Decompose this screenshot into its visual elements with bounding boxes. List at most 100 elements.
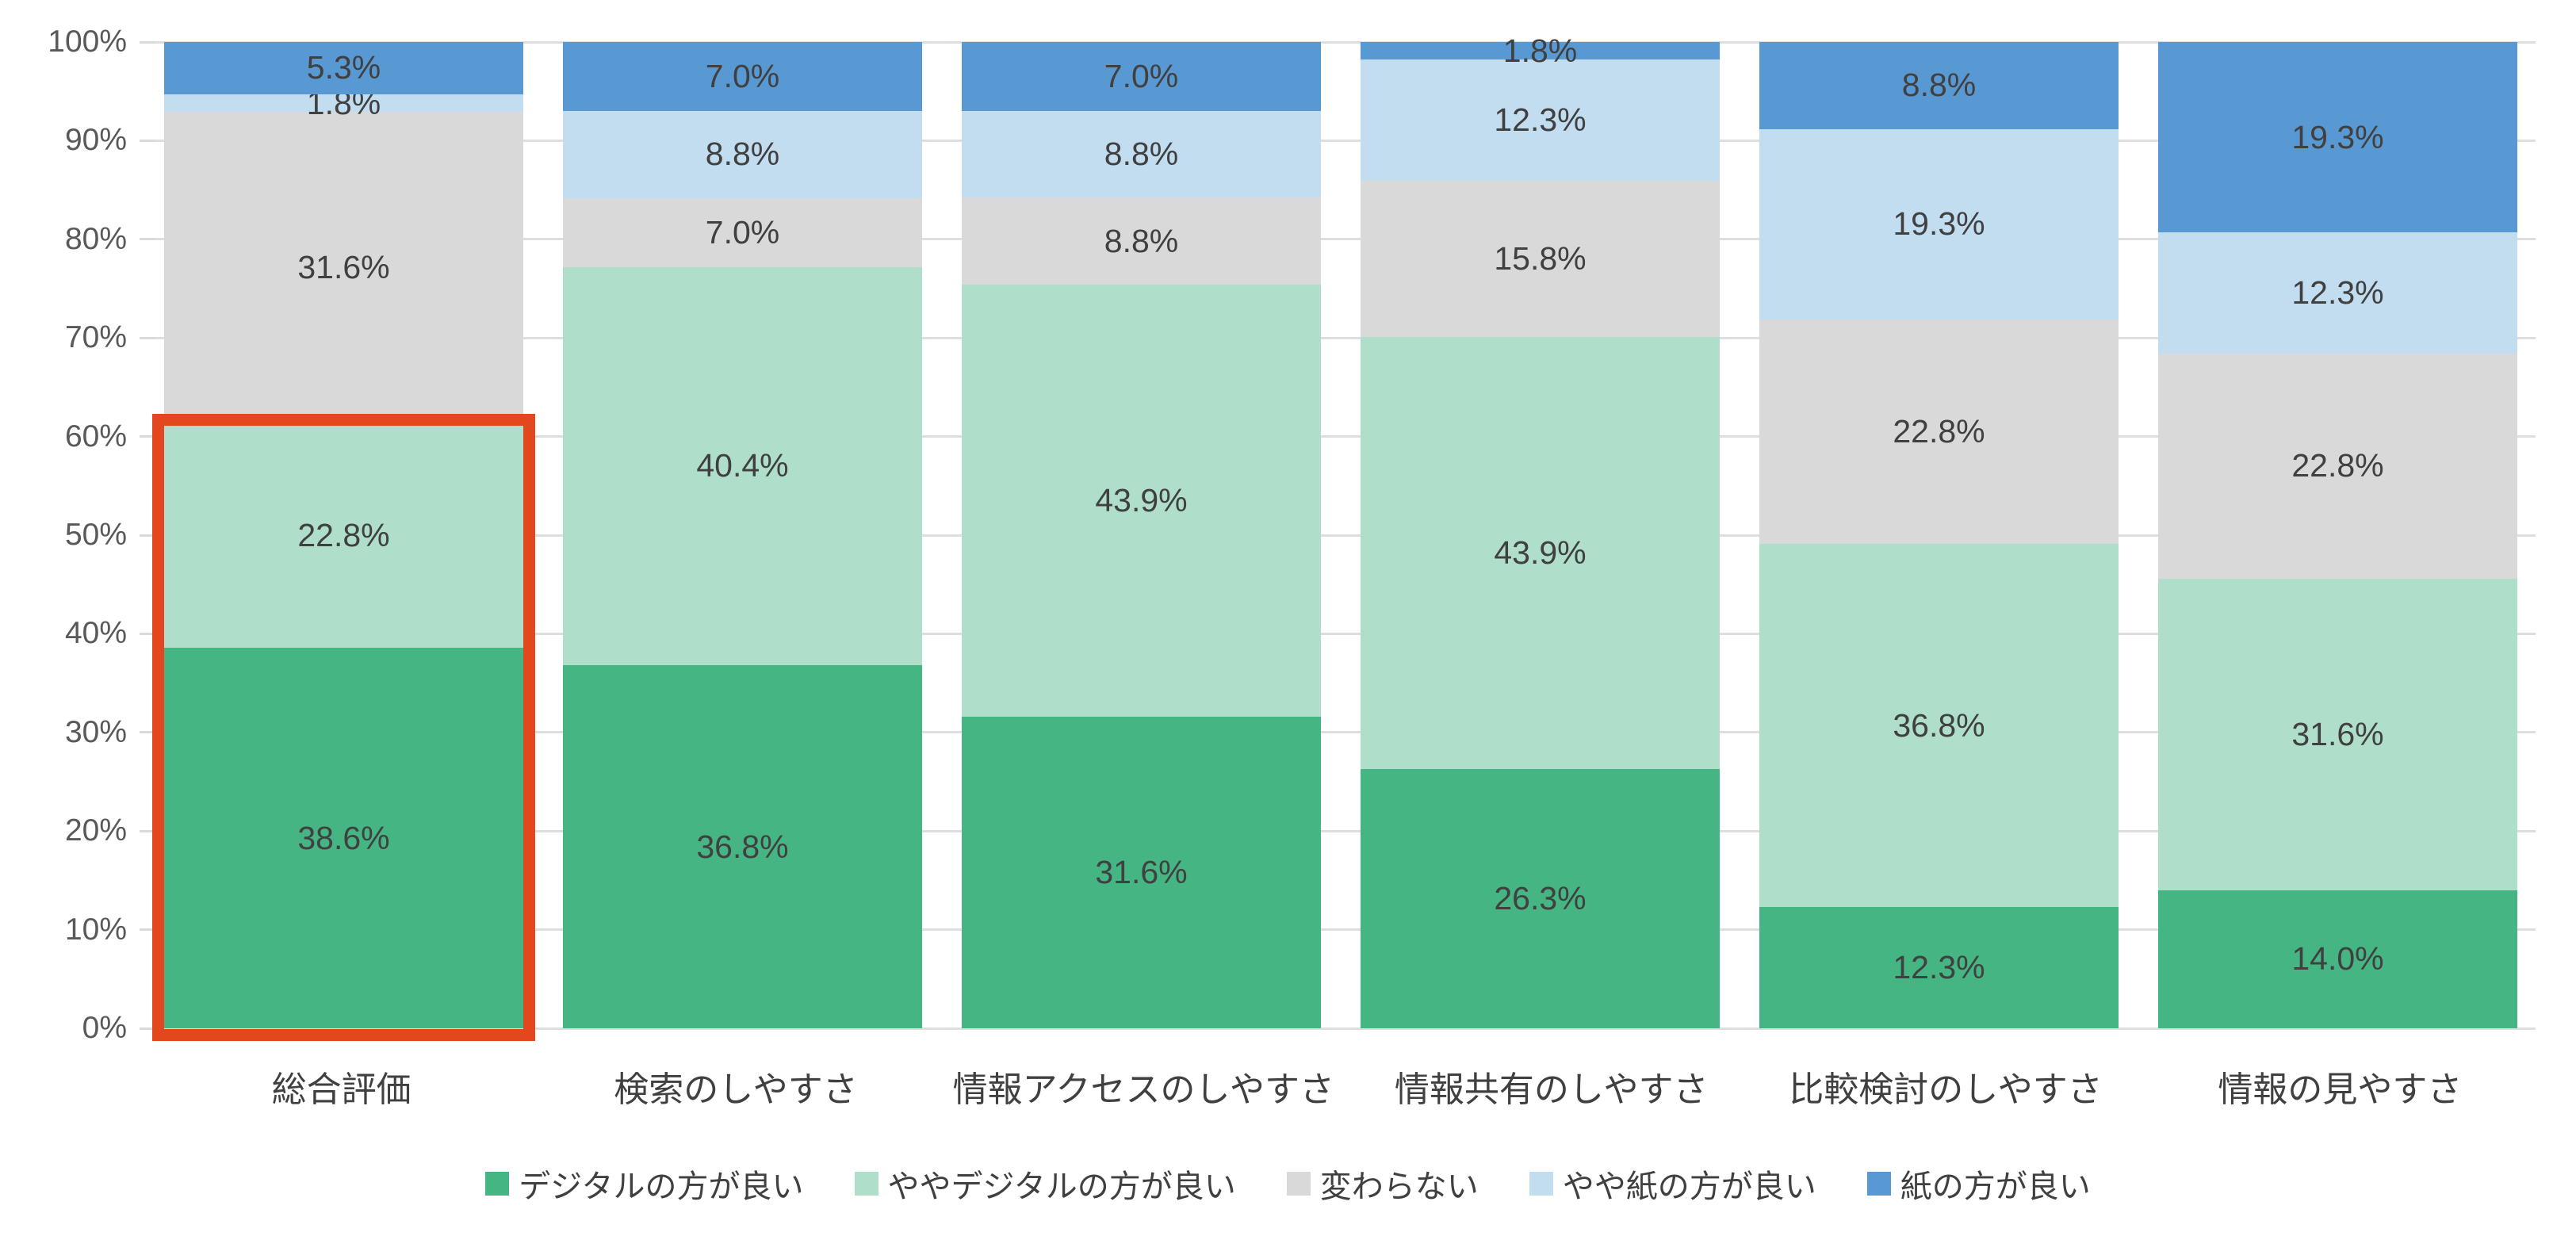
- bar-segment: 8.8%: [962, 197, 1321, 285]
- y-tick-mark: [140, 1027, 155, 1030]
- data-label: 5.3%: [306, 49, 381, 86]
- y-tick-mark: [140, 534, 155, 537]
- data-label: 8.8%: [1104, 222, 1179, 259]
- gridline: [155, 139, 2536, 142]
- gridline: [155, 534, 2536, 537]
- y-axis: 0% 10% 20% 30% 40% 50% 60% 70% 80% 90% 100%: [0, 25, 127, 1045]
- bar-segment: 12.3%: [1759, 907, 2119, 1028]
- data-label: 43.9%: [1095, 482, 1188, 519]
- gridline: [155, 928, 2536, 932]
- data-label: 38.6%: [297, 819, 390, 856]
- bar-segment: 26.3%: [1361, 769, 1720, 1028]
- legend-swatch-icon: [1529, 1172, 1553, 1196]
- y-tick-label: 60%: [64, 419, 127, 453]
- data-label: 31.6%: [297, 249, 390, 286]
- legend: デジタルの方が良い ややデジタルの方が良い 変わらない やや紙の方が良い 紙の方が良い: [0, 1156, 2576, 1211]
- bar-5: 12.3% 36.8% 22.8% 19.3% 8.8%: [1759, 42, 2119, 1028]
- data-label: 8.8%: [1104, 136, 1179, 173]
- legend-swatch-icon: [854, 1172, 878, 1196]
- bar-stack: 31.6% 43.9% 8.8% 8.8% 7.0%: [962, 42, 1321, 1028]
- category-label: 検索のしやすさ: [614, 1070, 858, 1109]
- y-tick-mark: [140, 928, 155, 932]
- legend-label: 紙の方が良い: [1900, 1169, 2091, 1204]
- category-label: 情報の見やすさ: [2218, 1070, 2463, 1109]
- data-label: 7.0%: [705, 58, 780, 95]
- y-tick-label: 10%: [64, 912, 127, 947]
- bar-segment: 12.3%: [1361, 59, 1720, 182]
- gridline: [155, 238, 2536, 241]
- bar-segment: 22.8%: [1759, 319, 2119, 545]
- data-label: 7.0%: [1104, 58, 1179, 95]
- y-tick-label: 70%: [64, 320, 127, 355]
- data-label: 22.8%: [1893, 412, 1985, 450]
- gridline: [155, 731, 2536, 734]
- legend-label: やや紙の方が良い: [1562, 1169, 1816, 1204]
- data-label: 19.3%: [2291, 118, 2384, 155]
- bar-segment: 8.8%: [962, 111, 1321, 198]
- bar-segment: 43.9%: [1361, 336, 1720, 770]
- bar-segment: 14.0%: [2158, 890, 2517, 1028]
- data-label: 22.8%: [297, 517, 390, 554]
- data-label: 43.9%: [1494, 534, 1587, 571]
- bar-segment: 36.8%: [1759, 544, 2119, 907]
- gridline: [155, 829, 2536, 832]
- gridline: [155, 1027, 2536, 1030]
- gridline: [155, 435, 2536, 438]
- category-label: 情報共有のしやすさ: [1394, 1070, 1709, 1109]
- bar-4: 26.3% 43.9% 15.8% 12.3% 1.8%: [1361, 34, 1720, 1028]
- data-label: 14.0%: [2291, 940, 2384, 978]
- y-axis-ticks: [140, 40, 155, 1030]
- category-axis: 総合評価 検索のしやすさ 情報アクセスのしやすさ 情報共有のしやすさ 比較検討のしやすさ…: [155, 1062, 2536, 1118]
- y-tick-mark: [140, 829, 155, 832]
- legend-item: 紙の方が良い: [1866, 1161, 2091, 1207]
- data-label: 8.8%: [1901, 67, 1977, 104]
- data-label: 36.8%: [696, 828, 789, 865]
- category-label: 情報アクセスのしやすさ: [952, 1070, 1335, 1109]
- bar-2: 36.8% 40.4% 7.0% 8.8% 7.0%: [563, 42, 922, 1028]
- data-label: 12.3%: [2291, 274, 2384, 312]
- bar-segment: 1.8%: [1361, 34, 1720, 67]
- bar-segment: 43.9%: [962, 284, 1321, 717]
- y-tick-mark: [140, 632, 155, 635]
- legend-label: 変わらない: [1319, 1169, 1479, 1204]
- y-tick-label: 20%: [64, 813, 127, 848]
- bar-segment: 40.4%: [563, 266, 922, 666]
- bar-segment: 8.8%: [1759, 42, 2119, 129]
- bar-6: 14.0% 31.6% 22.8% 12.3% 19.3%: [2158, 42, 2517, 1028]
- bar-segment: 15.8%: [1361, 181, 1720, 337]
- bars-row: 38.6% 22.8% 31.6% 1.8% 5.3% 36.8% 40.4% 7.0% 8.8…: [152, 34, 2536, 1041]
- y-tick-label: 0%: [82, 1011, 127, 1045]
- bar-3: 31.6% 43.9% 8.8% 8.8% 7.0%: [962, 42, 1321, 1028]
- bar-segment: 1.8%: [164, 86, 523, 119]
- bar-segment: 38.6%: [164, 648, 523, 1028]
- bar-stack: 38.6% 22.8% 31.6% 1.8% 5.3%: [164, 42, 523, 1028]
- legend-swatch-icon: [1286, 1172, 1311, 1196]
- data-label: 26.3%: [1494, 880, 1587, 917]
- plot-area: 38.6% 22.8% 31.6% 1.8% 5.3% 36.8% 40.4% 7.0% 8.8…: [152, 34, 2536, 1041]
- legend-item: デジタルの方が良い: [485, 1161, 804, 1207]
- data-label: 12.3%: [1494, 101, 1587, 139]
- bar-segment: 7.0%: [563, 197, 922, 267]
- data-label: 36.8%: [1893, 706, 1985, 744]
- bar-segment: 31.6%: [2158, 578, 2517, 890]
- y-tick-mark: [140, 731, 155, 734]
- legend-item: やや紙の方が良い: [1529, 1161, 1816, 1207]
- bar-stack: 12.3% 36.8% 22.8% 19.3% 8.8%: [1759, 42, 2119, 1028]
- bar-segment: 22.8%: [164, 423, 523, 649]
- bar-segment: 22.8%: [2158, 354, 2517, 579]
- data-label: 15.8%: [1494, 239, 1587, 277]
- y-tick-mark: [140, 139, 155, 142]
- y-tick-label: 30%: [64, 714, 127, 749]
- y-tick-label: 50%: [64, 518, 127, 552]
- y-tick-mark: [140, 336, 155, 339]
- y-tick-label: 100%: [48, 25, 127, 59]
- bar-stack: 26.3% 43.9% 15.8% 12.3% 1.8%: [1361, 34, 1720, 1028]
- bar-segment: 36.8%: [563, 665, 922, 1028]
- category-label: 総合評価: [271, 1070, 411, 1109]
- data-label: 7.0%: [705, 213, 780, 251]
- y-tick-mark: [140, 435, 155, 438]
- data-label: 31.6%: [2291, 715, 2384, 752]
- legend-item: ややデジタルの方が良い: [854, 1161, 1236, 1207]
- bar-segment: 12.3%: [2158, 232, 2517, 354]
- bar-stack: 36.8% 40.4% 7.0% 8.8% 7.0%: [563, 42, 922, 1028]
